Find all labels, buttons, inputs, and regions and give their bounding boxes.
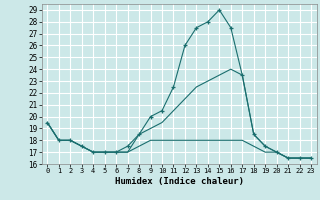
- X-axis label: Humidex (Indice chaleur): Humidex (Indice chaleur): [115, 177, 244, 186]
